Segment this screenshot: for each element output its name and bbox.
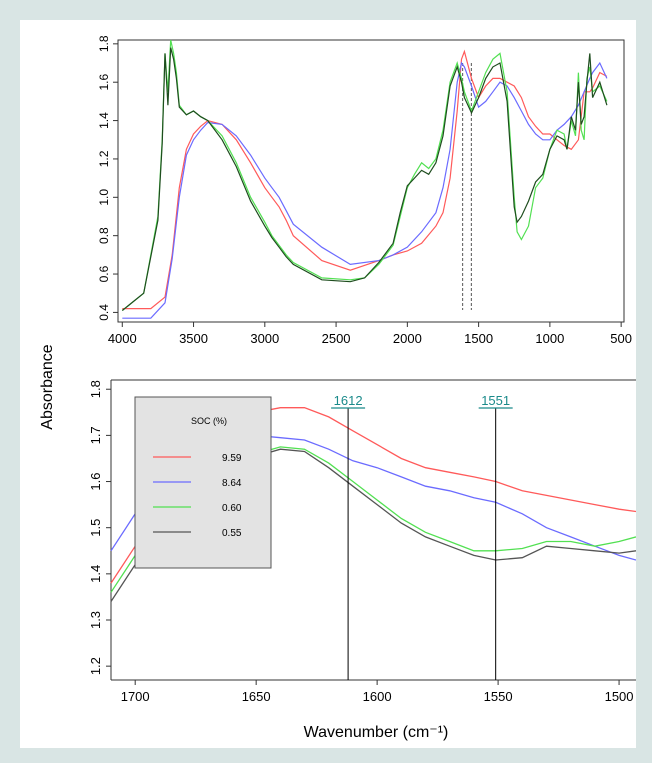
- top-y-tick-label: 1.6: [97, 74, 111, 91]
- top-y-tick-label: 1.8: [97, 35, 111, 52]
- top-series-line-2: [121, 39, 608, 311]
- x-axis-label: Wavenumber (cm⁻¹): [304, 724, 449, 741]
- bottom-x-tick-label: 1600: [363, 689, 392, 704]
- figure-panel: Absorbance 4000 3500 3000 2500 2000 1500 1000 5…: [20, 20, 636, 748]
- top-spectrum-chart: 4000 3500 3000 2500 2000 1500 1000 500 0.40.60.…: [97, 35, 632, 346]
- top-x-axis: 4000 3500 3000 2500 2000 1500 1000 500: [108, 321, 632, 346]
- top-y-tick-label: 0.6: [97, 265, 111, 282]
- bottom-x-tick-label: 1700: [121, 689, 150, 704]
- legend-label-8.64: 8.64: [222, 478, 242, 489]
- top-series-group: [121, 39, 608, 319]
- top-x-tick-label: 3500: [179, 331, 208, 346]
- y-axis-label: Absorbance: [39, 344, 56, 429]
- top-series-line-3: [121, 47, 608, 311]
- top-x-tick-label: 2500: [322, 331, 351, 346]
- bottom-y-tick-label: 1.8: [88, 380, 103, 398]
- bottom-y-tick-label: 1.4: [88, 565, 103, 583]
- top-x-tick-label: 500: [610, 331, 632, 346]
- top-y-tick-label: 0.8: [97, 227, 111, 244]
- bottom-x-tick-label: 1650: [242, 689, 271, 704]
- legend-entries: 9.59 8.64 0.60 0.55: [153, 453, 242, 539]
- top-y-tick-label: 0.4: [97, 304, 111, 321]
- legend-label-9.59: 9.59: [222, 453, 242, 464]
- bottom-wavenumber-markers: 1612 1551: [331, 393, 513, 680]
- top-y-tick-label: 1.0: [97, 189, 111, 206]
- bottom-y-tick-label: 1.6: [88, 472, 103, 490]
- top-y-tick-label: 1.2: [97, 150, 111, 167]
- bottom-y-tick-label: 1.2: [88, 657, 103, 675]
- top-x-tick-label: 1000: [535, 331, 564, 346]
- bottom-y-tick-label: 1.3: [88, 611, 103, 629]
- spectra-figure: Absorbance 4000 3500 3000 2500 2000 1500 1000 5…: [39, 35, 636, 741]
- bottom-x-axis: 1700 1650 1600 1550 1500: [121, 680, 634, 704]
- legend-label-0.60: 0.60: [222, 503, 242, 514]
- marker-label-1551: 1551: [481, 393, 510, 408]
- bottom-x-tick-label: 1500: [605, 689, 634, 704]
- top-plot-frame: [117, 39, 625, 323]
- bottom-y-tick-label: 1.7: [88, 426, 103, 444]
- bottom-spectrum-chart: 1612 1551 1700 1650 1600 1550 1500 1.21.31.41…: [88, 379, 636, 704]
- top-x-tick-label: 2000: [393, 331, 422, 346]
- top-y-axis: 0.4 0.6 0.8 1.0 1.2 1.4 1.6 1.8: [97, 35, 118, 321]
- legend-title: SOC (%): [191, 416, 227, 426]
- top-x-tick-label: 1500: [464, 331, 493, 346]
- top-series-line-1: [122, 61, 608, 319]
- top-reference-lines: [462, 63, 472, 310]
- legend: SOC (%) 9.59 8.64 0.60 0.55: [134, 396, 272, 569]
- top-y-tick-label: 1.4: [97, 112, 111, 129]
- legend-label-0.55: 0.55: [222, 528, 242, 539]
- top-x-tick-label: 4000: [108, 331, 137, 346]
- top-series-line-0: [122, 49, 608, 310]
- bottom-x-tick-label: 1550: [484, 689, 513, 704]
- marker-label-1612: 1612: [334, 393, 363, 408]
- bottom-y-axis: 1.2 1.3 1.4 1.5 1.6 1.7 1.8: [88, 380, 111, 675]
- bottom-y-tick-label: 1.5: [88, 519, 103, 537]
- top-x-tick-label: 3000: [250, 331, 279, 346]
